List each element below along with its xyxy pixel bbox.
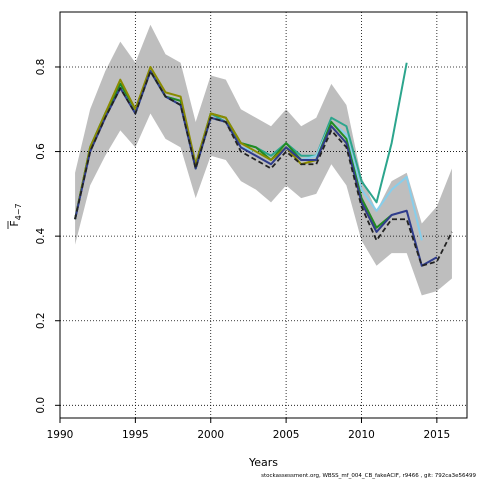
x-tick-label: 2010 [348,429,375,441]
y-axis-ticks: 0.0 0.2 0.4 0.6 0.8 [35,59,60,414]
series-line-6 [74,70,453,267]
x-tick-label: 1995 [122,429,149,441]
x-axis-ticks: 1990 1995 2000 2005 2010 2015 [47,418,450,441]
y-tick-label: 0.6 [35,143,47,160]
y-tick-label: 0.4 [35,227,47,244]
series-lines [74,62,453,267]
y-tick-label: 0.0 [35,397,47,414]
x-tick-label: 1990 [47,429,74,441]
x-tick-label: 2000 [197,429,224,441]
footer-note: stockassessment.org, WBSS_mf_004_CB_fake… [261,473,476,479]
x-tick-label: 2005 [273,429,300,441]
gridlines [60,12,467,418]
y-axis-title-subscript: 4−7 [14,203,23,220]
y-tick-label: 0.8 [35,59,47,76]
svg-text:F4−7: F4−7 [8,203,23,226]
plot-frame [59,11,468,419]
x-tick-label: 2015 [423,429,450,441]
x-axis-title: Years [248,456,278,469]
y-tick-label: 0.2 [35,312,47,329]
y-axis-title-main: F [8,220,21,226]
y-axis-title: F4−7 [7,203,23,229]
